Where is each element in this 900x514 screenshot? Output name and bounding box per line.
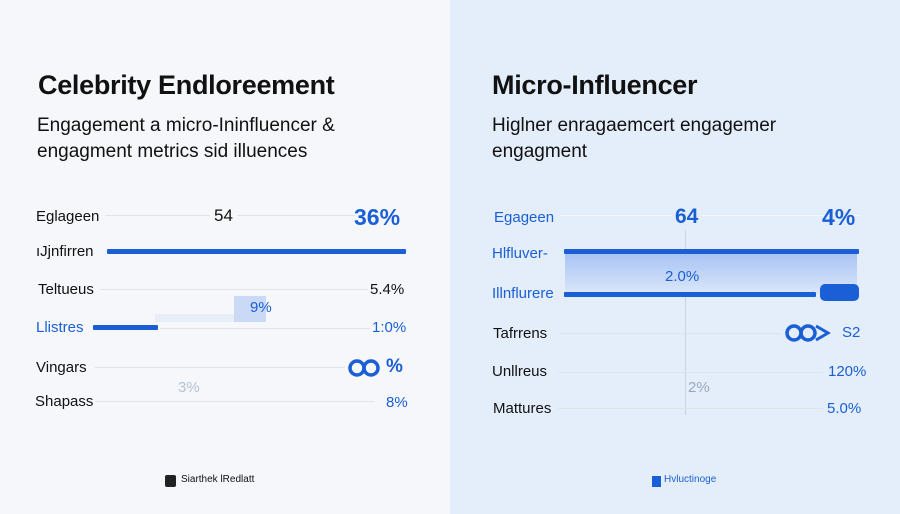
row-line [560, 333, 780, 334]
row-label: Llistres [36, 319, 84, 336]
floating-value: 2.0% [665, 268, 700, 285]
row-line [160, 328, 370, 329]
floating-value: 2% [688, 379, 710, 396]
row-value: 1:0% [372, 319, 407, 336]
row-mid-value: 64 [672, 205, 702, 229]
row-label: Hlfluver- [492, 245, 548, 262]
highlight-band [155, 314, 265, 322]
row-label: Unllreus [492, 363, 548, 380]
row-bar [107, 249, 406, 254]
range-band [565, 254, 857, 294]
panel-subtitle: Engagement a micro-Ininfluencer & [37, 115, 335, 136]
row-value: % [386, 356, 403, 377]
center-axis [685, 230, 686, 415]
row-bar [564, 292, 816, 297]
footer-label: Siarthek lRedlatt [181, 474, 255, 485]
floating-value-box: 9% [234, 296, 272, 322]
row-label: Illnflurere [492, 285, 554, 302]
link-icon [348, 359, 380, 377]
micro-influencer-panel: Micro-Influencer Higlner enragaemcert en… [450, 0, 900, 514]
row-line [560, 215, 860, 216]
row-value: S2 [842, 324, 861, 341]
panel-title: Celebrity Endloreement [38, 70, 335, 100]
panel-subtitle: Higlner enragaemcert engagemer [492, 115, 777, 136]
panel-subtitle-2: engagment metrics sid illuences [37, 141, 308, 162]
row-mid-value: 54 [210, 206, 237, 226]
row-label: Tafrrens [493, 325, 548, 342]
logo-icon [652, 476, 661, 487]
row-value: 4% [822, 204, 856, 230]
row-bar [564, 249, 859, 254]
row-value: 8% [386, 394, 408, 411]
panel-subtitle-2: engagment [492, 141, 588, 162]
row-line [100, 289, 368, 290]
row-line [95, 367, 345, 368]
panel-title: Micro-Influencer [492, 70, 698, 100]
row-line [558, 372, 823, 373]
row-value: 5.0% [827, 400, 862, 417]
row-bar [93, 325, 158, 330]
link-badge-icon [820, 284, 859, 301]
row-label: Vingars [36, 359, 87, 376]
row-value: 5.4% [370, 281, 405, 298]
row-value: 36% [354, 204, 401, 230]
row-value: 120% [828, 363, 867, 380]
row-label: Teltueus [38, 281, 94, 298]
row-label: ıJjnfirren [36, 243, 94, 260]
row-line [558, 408, 823, 409]
logo-icon [165, 475, 176, 487]
celebrity-panel: Celebrity Endloreement Engagement a micr… [35, 70, 408, 487]
row-label: Eglageen [36, 208, 100, 225]
row-line [95, 401, 375, 402]
link-icon [785, 324, 831, 342]
footer-label: Hvluctinoge [664, 474, 717, 485]
row-label: Shapass [35, 393, 94, 410]
floating-value: 3% [178, 379, 200, 396]
row-label: Mattures [493, 400, 552, 417]
row-label: Egageen [494, 209, 555, 226]
